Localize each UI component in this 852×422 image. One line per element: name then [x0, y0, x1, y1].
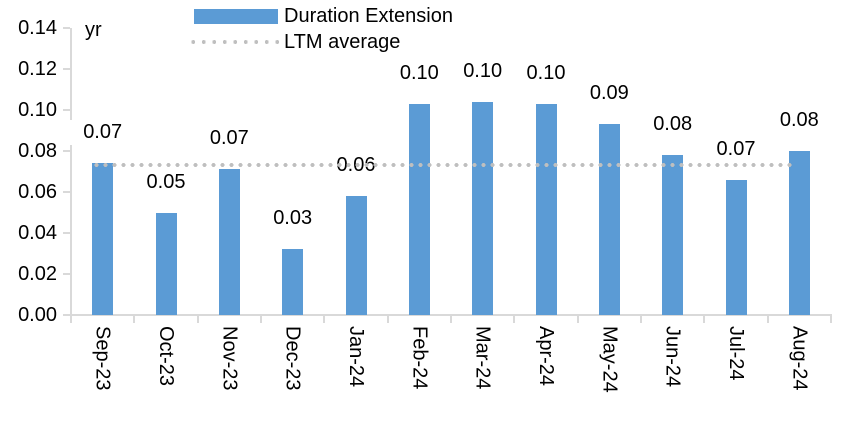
legend-dotted-line-swatch [188, 40, 284, 44]
bar-Sep-23 [92, 163, 114, 315]
bar-Jul-24 [725, 179, 747, 315]
bar-value-label: 0.07 [700, 136, 772, 162]
legend-label-ltm-average: LTM average [284, 31, 401, 53]
bar-Jun-24 [662, 155, 684, 315]
x-axis-tick-mark [703, 315, 706, 323]
bar-Feb-24 [408, 103, 430, 315]
x-axis-category-label: Mar-24 [471, 326, 494, 390]
bar-value-label: 0.10 [383, 60, 456, 86]
y-axis-tick-mark [63, 314, 70, 316]
x-axis-category-label: Oct-23 [155, 326, 177, 387]
x-axis-category-label: Dec-23 [281, 326, 304, 391]
y-axis-tick-mark [63, 191, 70, 193]
bar-value-label: 0.08 [763, 108, 836, 133]
x-axis-tick-mark [323, 315, 326, 323]
x-axis-category-label: Aug-24 [788, 326, 811, 391]
y-axis-tick-mark [63, 109, 70, 111]
bar-Oct-23 [155, 212, 177, 315]
y-axis-tick-mark [63, 150, 70, 152]
ltm-average-line [92, 163, 795, 168]
x-axis-tick-mark [576, 315, 579, 323]
x-axis-tick-mark [450, 315, 452, 323]
x-axis-tick-mark [70, 315, 72, 323]
bar-Apr-24 [535, 103, 557, 315]
x-axis-category-label: Sep-23 [91, 326, 114, 391]
bar-May-24 [598, 124, 620, 315]
bar-value-label: 0.05 [130, 169, 202, 195]
y-axis-line [70, 28, 72, 315]
x-axis-tick-mark [133, 315, 136, 323]
y-axis-tick-label: 0.06 [18, 181, 57, 203]
x-axis-category-label: Jul-24 [725, 326, 747, 381]
x-axis-category-label: Jun-24 [661, 326, 684, 388]
bar-value-label: 0.09 [573, 81, 646, 107]
y-axis-tick-label: 0.12 [18, 58, 57, 80]
y-axis-tick-label: 0.10 [18, 99, 57, 121]
x-axis-tick-mark [260, 315, 262, 323]
x-axis-tick-mark [386, 315, 389, 323]
y-axis-tick-mark [63, 273, 70, 275]
bar-Aug-24 [788, 151, 810, 315]
legend-bar-swatch [194, 9, 278, 24]
x-axis-category-label: Apr-24 [535, 326, 557, 387]
bar-value-label: 0.07 [66, 120, 139, 146]
bar-Jan-24 [345, 196, 367, 315]
y-axis-tick-label: 0.04 [18, 222, 57, 244]
bar-Mar-24 [472, 101, 494, 315]
x-axis-category-label: Nov-23 [218, 326, 241, 391]
x-axis-tick-mark [513, 315, 516, 323]
x-axis-category-label: Jan-24 [345, 326, 367, 388]
x-axis-category-label: May-24 [598, 326, 621, 393]
y-axis-unit-label: yr [85, 19, 102, 41]
bar-value-label: 0.03 [256, 206, 329, 232]
y-axis-tick-label: 0.14 [18, 17, 57, 39]
bar-value-label: 0.10 [510, 60, 582, 86]
bar-value-label: 0.10 [446, 58, 519, 84]
x-axis-tick-mark [830, 315, 832, 323]
x-axis-category-label: Feb-24 [408, 326, 431, 390]
bar-Dec-23 [282, 249, 304, 315]
x-axis-tick-mark [196, 315, 199, 323]
y-axis-tick-mark [63, 27, 70, 29]
y-axis-tick-label: 0.00 [18, 304, 57, 326]
x-axis-tick-mark [640, 315, 642, 323]
y-axis-tick-label: 0.02 [18, 263, 57, 285]
bar-value-label: 0.07 [193, 126, 266, 152]
y-axis-tick-mark [63, 68, 70, 70]
bar-Nov-23 [218, 169, 240, 315]
y-axis-tick-mark [63, 232, 70, 234]
legend-label-duration-extension: Duration Extension [284, 5, 453, 27]
x-axis-tick-mark [766, 315, 769, 323]
y-axis-tick-label: 0.08 [18, 140, 57, 162]
bar-value-label: 0.08 [636, 112, 709, 138]
